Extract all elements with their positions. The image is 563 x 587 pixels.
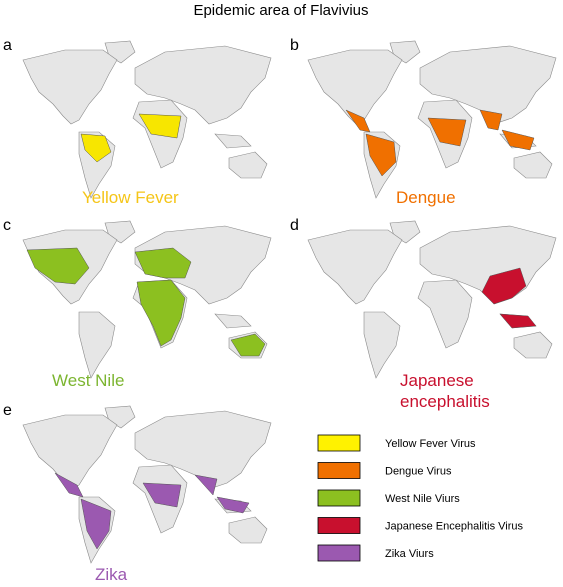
map-panel (307, 220, 557, 379)
legend-label: West Nile Viurs (385, 493, 460, 505)
figure-title: Epidemic area of Flavivius (193, 2, 368, 19)
legend-swatch (317, 517, 361, 534)
legend-label: Dengue Virus (385, 466, 452, 478)
panel-label: West Nile (52, 371, 124, 390)
map-panel (307, 40, 557, 199)
panel-letter: b (290, 37, 299, 54)
legend-swatch (317, 489, 361, 507)
panel-letter: a (3, 37, 12, 54)
panel-label: Yellow Fever (82, 188, 179, 207)
panel-letter: d (290, 217, 299, 234)
panel-label: Zika (95, 565, 128, 584)
map-panel (22, 220, 272, 379)
legend-swatch (317, 544, 361, 562)
legend-label: Zika Viurs (385, 548, 434, 560)
legend-label: Yellow Fever Virus (385, 438, 476, 450)
map-panel (22, 40, 272, 199)
panel-letter: e (3, 402, 12, 419)
legend-swatch (317, 462, 361, 479)
panel-label: encephalitis (400, 392, 490, 411)
panel-label: Dengue (396, 188, 456, 207)
legend-swatch (317, 434, 361, 452)
legend-label: Japanese Encephalitis Virus (385, 521, 523, 533)
panel-letter: c (3, 217, 11, 234)
panel-label: Japanese (400, 371, 474, 390)
map-panel (22, 405, 272, 564)
